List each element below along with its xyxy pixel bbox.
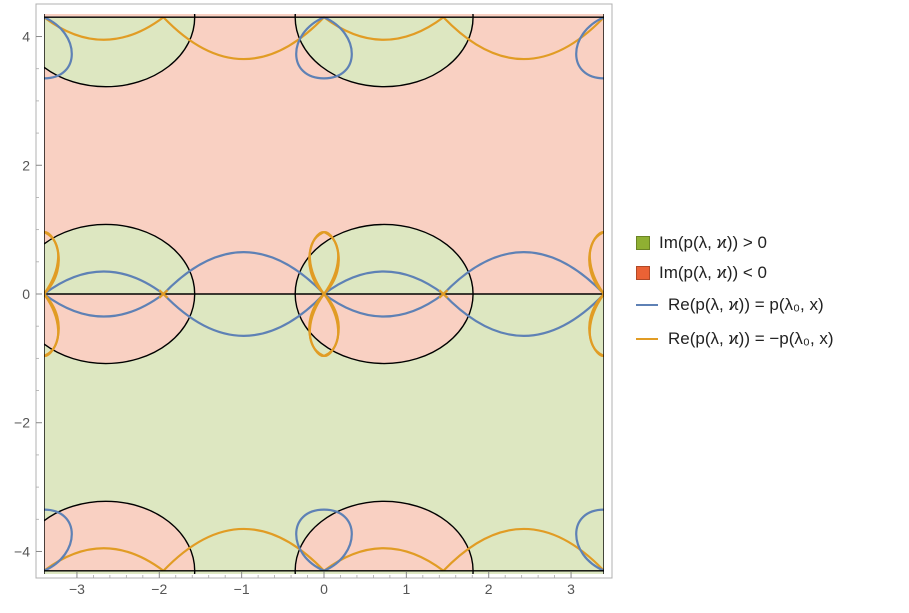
region-circle-bottom-half xyxy=(44,294,195,364)
y-tick-label: 2 xyxy=(22,157,30,173)
region-circle-bottom-clear xyxy=(295,17,474,87)
im-positive-label: Im(p(λ, ϰ)) > 0 xyxy=(659,233,767,252)
region-circle-top-clear xyxy=(44,224,195,294)
region-circle-bottom-half xyxy=(295,294,474,364)
im-negative-swatch xyxy=(636,266,650,280)
blue-curve-lens xyxy=(442,251,604,337)
region-circle-bottom-half xyxy=(295,17,474,87)
blue-edge-loop xyxy=(603,509,604,571)
region-circle-top-half xyxy=(44,14,195,18)
blue-edge-loop xyxy=(323,508,353,572)
legend-item-im-negative: Im(p(λ, ϰ)) < 0 xyxy=(636,258,906,288)
y-tick-label: 4 xyxy=(22,29,30,45)
blue-edge-loop xyxy=(295,16,325,80)
orange-petal-loop xyxy=(588,231,604,295)
region-circle-bottom-half xyxy=(295,570,474,574)
legend: Im(p(λ, ϰ)) > 0 Im(p(λ, ϰ)) < 0 Re(p(λ, … xyxy=(636,228,906,356)
x-tick-label: −1 xyxy=(234,581,250,597)
orange-petal-loop xyxy=(308,293,340,357)
x-tick-label: 2 xyxy=(485,581,493,597)
x-tick-label: 0 xyxy=(320,581,328,597)
region-circle-top-clear xyxy=(44,14,195,18)
legend-item-re-negative: Re(p(λ, ϰ)) = −p(λ₀, x) xyxy=(636,322,906,356)
region-circle-top-clear xyxy=(295,224,474,294)
region-circle-bottom-clear xyxy=(44,17,195,87)
orange-petal-loop xyxy=(588,293,604,357)
blue-edge-loop xyxy=(323,16,353,80)
x-tick-label: −3 xyxy=(69,581,85,597)
region-circle-bottom-clear xyxy=(44,570,195,574)
orange-petal-loop xyxy=(588,231,604,295)
blue-edge-loop xyxy=(44,509,45,571)
re-negative-line-swatch xyxy=(636,338,658,340)
blue-edge-loop xyxy=(44,508,73,572)
orange-edge-arc xyxy=(442,16,604,60)
region-circle-top-half xyxy=(44,224,195,294)
x-tick-label: 1 xyxy=(402,581,410,597)
y-tick-label: −4 xyxy=(14,543,30,559)
region-circle-top-half xyxy=(295,224,474,294)
region-circle-bottom-half xyxy=(44,570,195,574)
legend-item-re-positive: Re(p(λ, ϰ)) = p(λ₀, x) xyxy=(636,288,906,322)
region-circle-top-clear xyxy=(44,501,195,571)
re-positive-line-swatch xyxy=(636,304,658,306)
region-circle-bottom-clear xyxy=(295,570,474,574)
y-tick-label: 0 xyxy=(22,286,30,302)
orange-edge-arc xyxy=(162,16,325,60)
orange-edge-arc xyxy=(442,528,604,572)
blue-edge-loop xyxy=(575,508,604,572)
x-tick-label: −2 xyxy=(151,581,167,597)
re-negative-label: Re(p(λ, ϰ)) = −p(λ₀, x) xyxy=(668,329,834,348)
orange-petal-loop xyxy=(44,293,60,357)
region-circle-bottom-clear xyxy=(44,294,195,364)
orange-edge-arc xyxy=(162,528,325,572)
im-positive-swatch xyxy=(636,236,650,250)
region-circle-top-half xyxy=(295,14,474,18)
blue-edge-loop xyxy=(575,16,604,80)
legend-item-im-positive: Im(p(λ, ϰ)) > 0 xyxy=(636,228,906,258)
region-circle-bottom-clear xyxy=(295,294,474,364)
orange-petal-loop xyxy=(44,231,60,295)
orange-cusp xyxy=(158,292,169,299)
blue-edge-loop xyxy=(295,508,325,572)
blue-edge-loop xyxy=(603,17,604,79)
im-negative-label: Im(p(λ, ϰ)) < 0 xyxy=(659,263,767,282)
region-circle-top-clear xyxy=(295,14,474,18)
blue-edge-loop xyxy=(44,16,73,80)
region-circle-bottom-half xyxy=(44,17,195,87)
orange-petal-loop xyxy=(308,231,340,295)
x-tick-label: 3 xyxy=(567,581,575,597)
orange-cusp xyxy=(438,292,449,299)
region-circle-top-half xyxy=(295,501,474,571)
re-positive-label: Re(p(λ, ϰ)) = p(λ₀, x) xyxy=(668,295,824,314)
region-circle-top-half xyxy=(44,501,195,571)
blue-edge-loop xyxy=(44,17,45,79)
y-tick-label: −2 xyxy=(14,415,30,431)
orange-petal-loop xyxy=(588,293,604,357)
region-circle-top-clear xyxy=(295,501,474,571)
